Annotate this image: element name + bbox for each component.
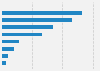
Bar: [2, 25, 53, 29]
Bar: [2, 18, 72, 22]
Bar: [2, 54, 8, 58]
Bar: [2, 11, 82, 15]
Bar: [2, 47, 14, 51]
Bar: [2, 33, 42, 36]
Bar: [2, 40, 19, 43]
Bar: [2, 61, 6, 65]
